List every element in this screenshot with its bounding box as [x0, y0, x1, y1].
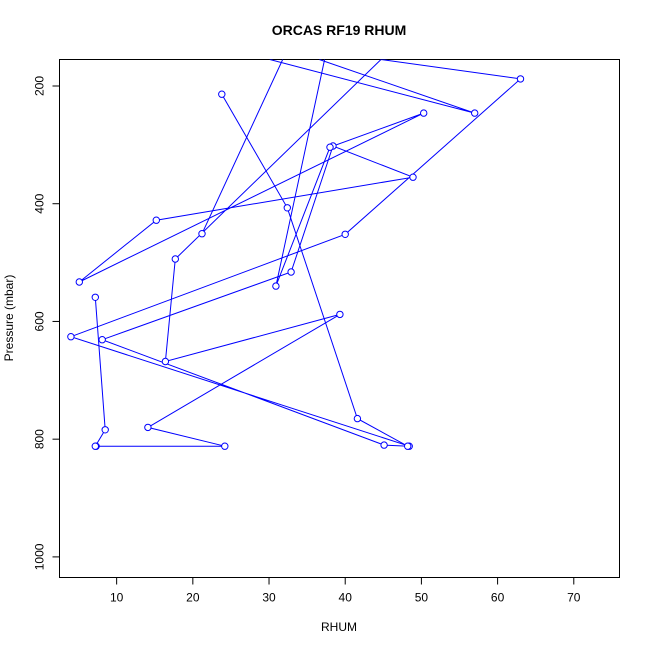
data-point	[152, 216, 161, 224]
series-line-1	[69, 59, 522, 447]
series-line-5	[221, 93, 408, 447]
data-point	[353, 414, 362, 423]
y-tick-label: 400	[33, 193, 47, 213]
data-point	[218, 90, 226, 98]
series-layer	[69, 59, 522, 447]
data-point	[144, 423, 152, 432]
data-point	[409, 173, 417, 181]
x-tick-label: 40	[339, 591, 353, 605]
marker-layer	[67, 75, 525, 450]
data-point	[221, 442, 229, 450]
data-point	[198, 230, 206, 238]
data-point	[516, 75, 525, 83]
data-point	[336, 310, 344, 319]
data-point	[161, 357, 170, 366]
data-point	[326, 143, 334, 151]
x-tick-label: 20	[186, 591, 200, 605]
data-point	[91, 293, 100, 301]
x-tick-label: 30	[262, 591, 276, 605]
y-axis: 200 400 600 800 1000	[33, 76, 60, 570]
data-point	[171, 255, 180, 263]
data-point	[272, 282, 280, 290]
y-axis-label: Pressure (mbar)	[2, 275, 16, 362]
data-point	[404, 442, 412, 450]
data-point	[420, 109, 428, 117]
data-point	[471, 109, 479, 117]
y-tick-label: 200	[33, 76, 47, 96]
data-point	[98, 336, 106, 344]
x-tick-label: 10	[110, 591, 124, 605]
x-axis: 10 20 30 40 50 60 70	[110, 577, 581, 605]
x-tick-label: 60	[491, 591, 505, 605]
x-axis-label: RHUM	[321, 620, 357, 634]
chart-title: ORCAS RF19 RHUM	[272, 22, 407, 38]
x-tick-label: 50	[415, 591, 429, 605]
data-point	[283, 204, 291, 212]
y-tick-label: 1000	[33, 543, 47, 570]
plot-frame	[59, 59, 620, 578]
y-tick-label: 800	[33, 429, 47, 449]
data-point	[75, 278, 84, 286]
data-point	[287, 268, 295, 276]
x-tick-label: 70	[567, 591, 581, 605]
series-line-3	[94, 297, 106, 447]
data-point	[380, 441, 388, 449]
data-point	[341, 230, 349, 239]
y-tick-label: 600	[33, 311, 47, 331]
data-point	[101, 426, 109, 434]
data-point	[67, 333, 75, 341]
data-point	[91, 442, 100, 450]
series-line-4	[201, 59, 284, 234]
